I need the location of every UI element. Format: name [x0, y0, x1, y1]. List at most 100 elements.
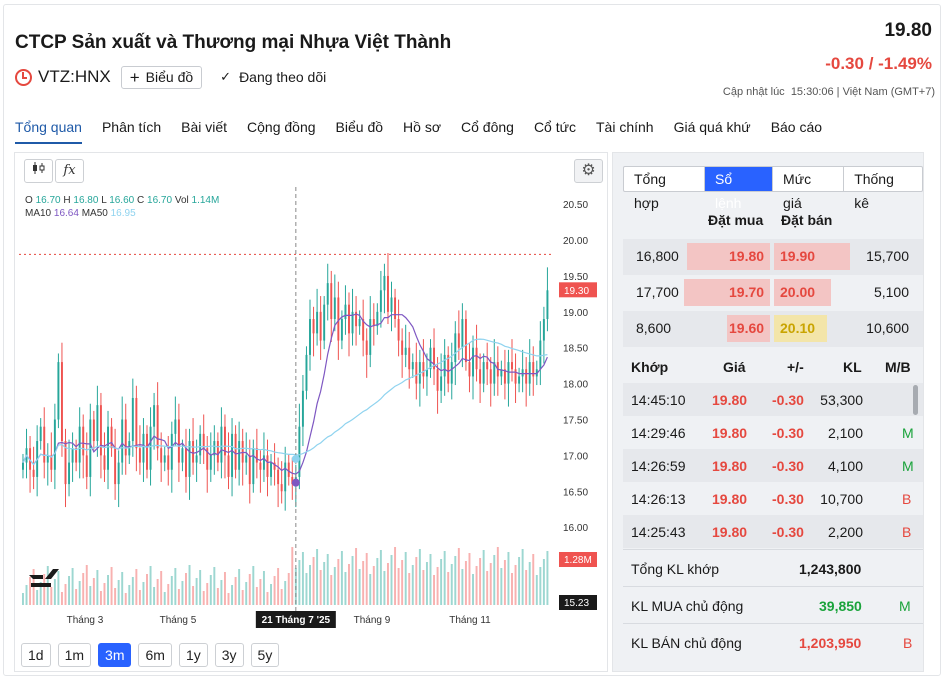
chart-settings-button[interactable]: ⚙ — [574, 159, 603, 183]
buy-price[interactable]: 19.80 — [729, 248, 765, 264]
volume-bar — [443, 551, 446, 605]
tab-item[interactable]: Bài viết — [181, 119, 228, 135]
volume-bar — [301, 552, 304, 605]
candle — [482, 362, 485, 384]
price-chart: fx ⚙ O 16.70 H 16.80 L 16.60 C 16.70 Vol… — [14, 152, 608, 672]
candle — [376, 311, 379, 327]
candle — [167, 455, 170, 470]
volume-bar — [535, 575, 538, 605]
buy-price[interactable]: 19.70 — [729, 284, 765, 300]
candle — [546, 290, 549, 320]
volume-bar — [277, 568, 280, 605]
candle — [199, 433, 202, 456]
volume-bar — [284, 581, 287, 605]
sell-price[interactable]: 20.00 — [780, 284, 816, 300]
chart-button[interactable]: + Biểu đồ — [120, 65, 203, 89]
volume-bar — [309, 565, 311, 605]
range-button[interactable]: 1y — [178, 643, 208, 667]
volume-bar — [124, 593, 127, 605]
candle — [270, 462, 273, 477]
volume-bar — [323, 562, 326, 605]
volume-tag-label: 1.28M — [564, 555, 592, 566]
range-button[interactable]: 6m — [138, 643, 172, 667]
l-label: L — [101, 195, 107, 206]
candle — [280, 484, 283, 492]
volume-bar — [386, 563, 389, 605]
sell-depth-bar — [774, 279, 831, 306]
volume-bar — [216, 588, 219, 605]
volume-bar — [365, 553, 368, 605]
head-buy: Đặt mua — [708, 212, 764, 228]
candle — [234, 433, 237, 470]
volume-bar — [103, 583, 106, 605]
trade-vol: 2,200 — [827, 524, 863, 540]
orderbook-tab[interactable]: Mức giá — [773, 167, 845, 211]
candle — [369, 319, 372, 355]
volume-bar — [383, 571, 386, 605]
orderbook-tab[interactable]: Sổ lệnh — [705, 167, 774, 211]
tab-item[interactable]: Hồ sơ — [403, 119, 441, 135]
tab-item[interactable]: Biểu đồ — [335, 119, 384, 135]
tab-item[interactable]: Báo cáo — [770, 119, 823, 135]
candle — [408, 347, 411, 370]
candle — [415, 362, 418, 384]
trades-scrollbar[interactable] — [913, 385, 918, 415]
tab-item[interactable]: Giá quá khứ — [673, 119, 751, 135]
volume-bar — [206, 583, 209, 605]
orderbook-tab[interactable]: Tổng hợp — [624, 167, 705, 211]
volume-bar — [128, 585, 131, 605]
trade-change: -0.30 — [772, 392, 804, 408]
range-button[interactable]: 1d — [21, 643, 51, 667]
orderbook-tab[interactable]: Thống kê — [854, 171, 894, 211]
trade-vol: 10,700 — [820, 491, 863, 507]
range-button[interactable]: 3y — [214, 643, 244, 667]
volume-bar — [252, 566, 255, 605]
tab-item[interactable]: Tài chính — [596, 119, 654, 135]
volume-bar — [270, 584, 273, 605]
buy-price[interactable]: 19.60 — [729, 320, 765, 336]
volume-bar — [450, 564, 453, 605]
tab-item[interactable]: Cổ tức — [533, 119, 576, 135]
volume-bar — [372, 566, 375, 605]
sell-price[interactable]: 20.10 — [780, 320, 816, 336]
candle — [43, 426, 46, 463]
follow-button[interactable]: ✓ Đang theo dõi — [220, 69, 326, 85]
candle — [266, 455, 269, 477]
candle-type-button[interactable] — [24, 159, 53, 183]
indicators-button[interactable]: fx — [55, 159, 84, 183]
y-tick-label: 16.50 — [563, 487, 588, 498]
range-button[interactable]: 1m — [57, 643, 92, 667]
tab-item[interactable]: Tổng quan — [15, 118, 82, 144]
candle — [326, 283, 329, 305]
range-button[interactable]: 3m — [98, 643, 132, 667]
volume-bar — [337, 559, 340, 605]
candle — [213, 441, 216, 456]
volume-bar — [234, 577, 237, 605]
sell-price[interactable]: 19.90 — [780, 248, 816, 264]
tab-item[interactable]: Cộng đồng — [247, 119, 316, 135]
candle — [394, 297, 397, 320]
range-button[interactable]: 5y — [250, 643, 280, 667]
candle — [220, 426, 223, 463]
candle — [312, 319, 315, 334]
volume-bar — [525, 570, 528, 605]
candle — [22, 462, 24, 470]
tab-item[interactable]: Cổ đông — [461, 119, 514, 135]
candle — [160, 448, 163, 463]
candle — [121, 419, 124, 463]
candle — [57, 362, 60, 420]
candle — [287, 462, 290, 477]
candle — [365, 340, 368, 355]
candle — [319, 311, 322, 341]
chart-canvas[interactable]: 20.50 20.00 19.50 19.00 18.50 18.00 17.50 17.00… — [15, 153, 607, 633]
volume-bar — [326, 554, 329, 605]
volume-bar — [316, 549, 319, 605]
candle — [255, 448, 258, 463]
trade-price: 19.80 — [712, 524, 748, 540]
sell-volume: 10,600 — [866, 320, 909, 336]
candle — [397, 319, 400, 341]
tab-item[interactable]: Phân tích — [101, 119, 162, 135]
volume-bar — [440, 559, 443, 605]
volume-bar — [319, 570, 322, 605]
y-tick-label: 18.50 — [563, 344, 588, 355]
